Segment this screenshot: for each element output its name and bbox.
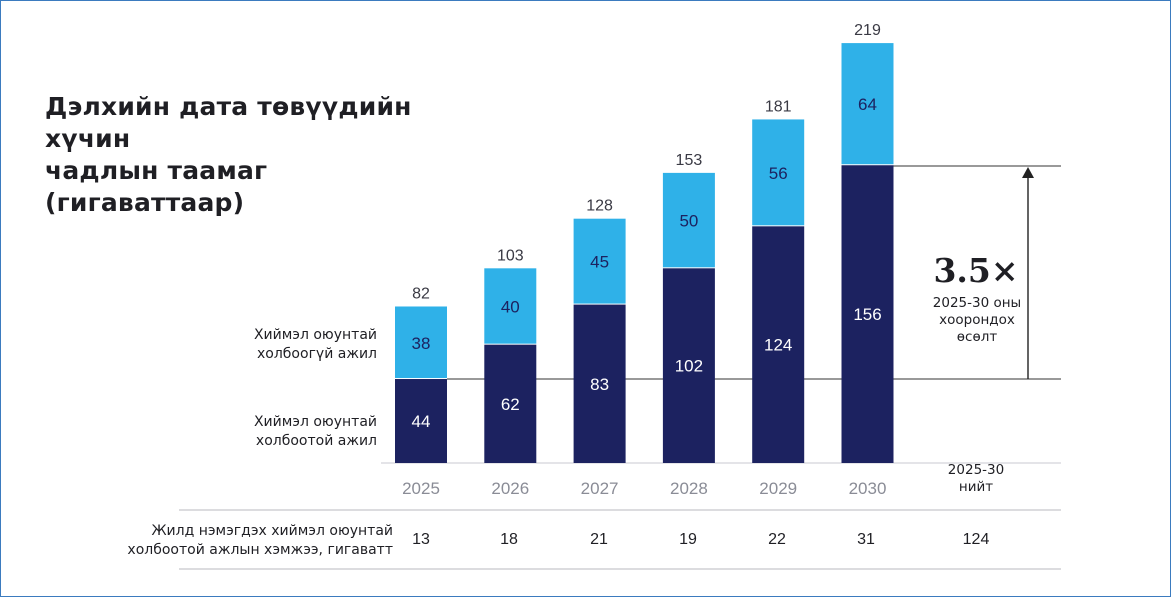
total-column-header-line-1: 2025-30	[947, 462, 1005, 478]
legend-ai: Хиймэл оюунтай холбоотой ажил	[201, 413, 377, 451]
increment-value-2030: 31	[857, 531, 875, 548]
label-ai-2028: 102	[675, 357, 703, 376]
legend-non-ai-line-2: холбоогүй ажил	[257, 346, 377, 362]
bar-ai-2026	[484, 344, 537, 463]
label-total-2029: 181	[765, 98, 792, 115]
bars-group: 44 38 82 2025 62 40 103 2026 83 45 128 2027 102 50 153…	[395, 22, 894, 498]
x-tick-2026: 2026	[491, 479, 529, 498]
x-tick-2028: 2028	[670, 479, 708, 498]
label-ai-2027: 83	[590, 375, 609, 394]
x-tick-2030: 2030	[849, 479, 887, 498]
label-total-2027: 128	[586, 198, 613, 215]
label-total-2028: 153	[676, 152, 703, 169]
bar-non-ai-2030	[841, 43, 894, 165]
bar-non-ai-2026	[484, 268, 537, 344]
growth-caption-line-1: 2025-30 оны	[932, 295, 1022, 311]
label-non-ai-2027: 45	[590, 253, 609, 272]
growth-caption: 2025-30 оны хоорондох өсөлт	[919, 295, 1035, 346]
label-ai-2029: 124	[764, 336, 792, 355]
increment-row-label: Жилд нэмэгдэх хиймэл оюунтай холбоотой а…	[61, 522, 393, 560]
increment-value-2027: 21	[590, 531, 608, 548]
bar-ai-2025	[395, 379, 447, 463]
bar-ai-2028	[662, 268, 715, 463]
bar-non-ai-2028	[662, 172, 715, 268]
label-non-ai-2026: 40	[501, 297, 520, 316]
growth-caption-line-2: хоорондох	[939, 312, 1015, 328]
increment-value-2026: 18	[500, 531, 518, 548]
label-non-ai-2025: 38	[412, 334, 431, 353]
label-ai-2026: 62	[501, 395, 520, 414]
increment-value-2029: 22	[768, 531, 786, 548]
growth-caption-line-3: өсөлт	[956, 329, 998, 345]
bar-non-ai-2029	[752, 119, 805, 226]
x-tick-2029: 2029	[759, 479, 797, 498]
chart-title: Дэлхийн дата төвүүдийн хүчин чадлын таам…	[45, 91, 465, 219]
legend-non-ai-line-1: Хиймэл оюунтай	[253, 327, 377, 343]
title-line-1: Дэлхийн дата төвүүдийн хүчин	[45, 92, 412, 153]
increment-value-total: 124	[962, 531, 990, 548]
label-non-ai-2029: 56	[769, 164, 788, 183]
label-non-ai-2028: 50	[679, 212, 698, 231]
growth-multiplier: 3.5×	[933, 251, 1019, 290]
increment-row-label-line-2: холбоотой ажлын хэмжээ, гигаватт	[127, 542, 393, 558]
legend-ai-line-2: холбоотой ажил	[255, 433, 377, 449]
label-total-2026: 103	[497, 247, 524, 264]
label-non-ai-2030: 64	[858, 95, 877, 114]
label-ai-2030: 156	[853, 305, 881, 324]
label-total-2025: 82	[412, 285, 430, 302]
total-column-header: 2025-30 нийт	[926, 462, 1026, 496]
increment-value-2025: 13	[412, 531, 430, 548]
bar-non-ai-2027	[573, 218, 626, 304]
legend-non-ai: Хиймэл оюунтай холбоогүй ажил	[201, 326, 377, 364]
bar-ai-2027	[573, 304, 626, 463]
increment-value-2028: 19	[679, 531, 697, 548]
title-line-2: чадлын таамаг (гигаваттаар)	[45, 156, 268, 217]
legend-ai-line-1: Хиймэл оюунтай	[253, 414, 377, 430]
increment-row-label-line-1: Жилд нэмэгдэх хиймэл оюунтай	[151, 523, 393, 539]
x-tick-2025: 2025	[402, 479, 440, 498]
bar-ai-2029	[752, 226, 805, 463]
x-tick-2027: 2027	[581, 479, 619, 498]
growth-arrow-head	[1022, 167, 1034, 178]
bar-non-ai-2025	[395, 306, 447, 379]
label-total-2030: 219	[854, 22, 881, 39]
bar-ai-2030	[841, 165, 894, 463]
label-ai-2025: 44	[412, 412, 431, 431]
total-column-header-line-2: нийт	[958, 479, 994, 495]
